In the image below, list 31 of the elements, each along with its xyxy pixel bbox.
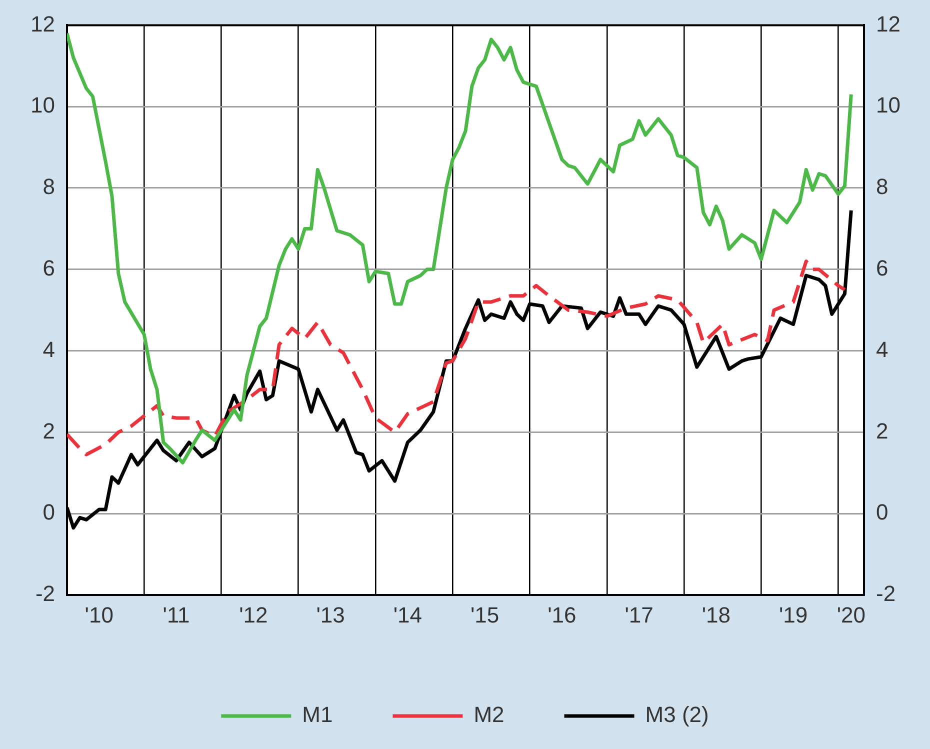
y-tick-label: -2	[35, 581, 55, 606]
y2-tick-label: 10	[876, 92, 900, 118]
y2-tick-label: 8	[876, 174, 888, 200]
y-tick-label: 10	[30, 92, 55, 118]
x-tick-label: '13	[316, 602, 345, 628]
x-tick-label: '14	[393, 602, 422, 628]
y-tick-label: 6	[42, 255, 55, 280]
y-tick-label: 12	[30, 11, 55, 36]
x-tick-label: '12	[239, 602, 268, 628]
line-series	[67, 260, 846, 456]
legend-label: M1	[302, 702, 333, 728]
legend-label: M2	[474, 702, 504, 728]
x-tick-label: '11	[162, 602, 190, 628]
x-tick-label: '18	[702, 602, 731, 628]
y2-tick-label: 2	[876, 418, 888, 444]
y-tick-label: 8	[42, 174, 55, 200]
legend-label: M3 (2)	[645, 702, 709, 728]
y-tick-label: 4	[42, 336, 55, 362]
y-tick-label: 0	[42, 500, 55, 525]
y2-tick-label: 6	[876, 255, 888, 280]
x-tick-label: '20	[836, 602, 866, 628]
y2-tick-label: -2	[876, 581, 896, 606]
x-tick-label: '16	[548, 602, 576, 628]
x-tick-label: '10	[84, 602, 114, 628]
y2-tick-label: 0	[876, 500, 888, 525]
y2-tick-label: 12	[876, 11, 900, 36]
x-tick-label: '19	[778, 602, 808, 628]
x-tick-label: '15	[470, 602, 500, 628]
y-tick-label: 2	[42, 418, 55, 444]
y2-tick-label: 4	[876, 336, 888, 362]
x-tick-label: '17	[624, 602, 654, 628]
